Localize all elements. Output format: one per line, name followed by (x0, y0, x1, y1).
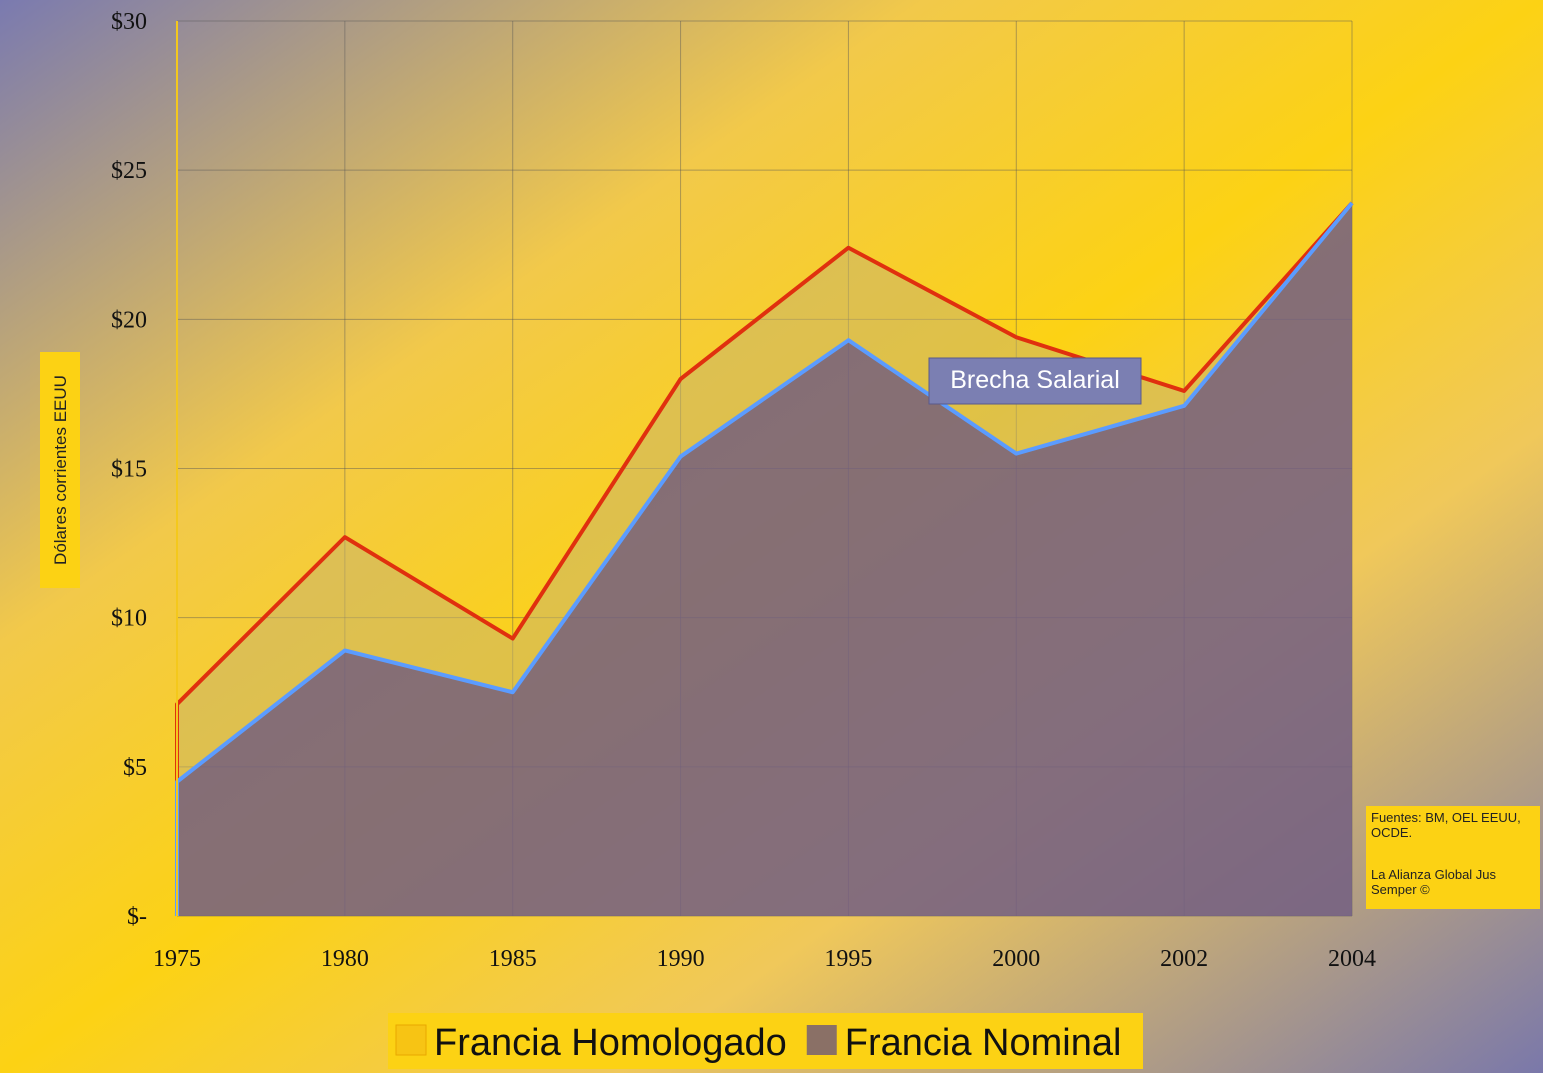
legend-swatch (806, 1025, 837, 1055)
x-tick-label: 2004 (1328, 946, 1376, 972)
legend-label: Francia Homologado (434, 1022, 787, 1064)
legend-label: Francia Nominal (845, 1022, 1122, 1064)
y-tick-label: $25 (111, 158, 147, 184)
x-tick-label: 1990 (657, 946, 705, 972)
x-tick-label: 2002 (1160, 946, 1208, 972)
source-box (1366, 806, 1540, 909)
x-tick-label: 2000 (992, 946, 1040, 972)
x-tick-label: 1985 (489, 946, 537, 972)
y-tick-label: $5 (123, 755, 147, 781)
y-tick-label: $- (127, 904, 147, 930)
x-tick-label: 1980 (321, 946, 369, 972)
x-tick-label: 1975 (153, 946, 201, 972)
source-line: Fuentes: BM, OEL EEUU, OCDE. (1371, 810, 1521, 840)
y-axis-label: Dólares corrientes EEUU (51, 375, 70, 565)
source-line: La Alianza Global Jus Semper © (1371, 867, 1497, 897)
x-tick-label: 1995 (824, 946, 872, 972)
annotation: Brecha Salarial (950, 366, 1120, 394)
y-tick-label: $10 (111, 606, 147, 632)
y-label-box (40, 352, 80, 588)
y-tick-label: $30 (111, 9, 147, 35)
legend-swatch (395, 1024, 427, 1056)
line (175, 201, 1354, 916)
y-tick-label: $20 (111, 307, 147, 333)
area (177, 202, 1352, 916)
legend-box (388, 1013, 1143, 1069)
y-tick-label: $15 (111, 457, 147, 483)
annotation-box (928, 357, 1142, 405)
